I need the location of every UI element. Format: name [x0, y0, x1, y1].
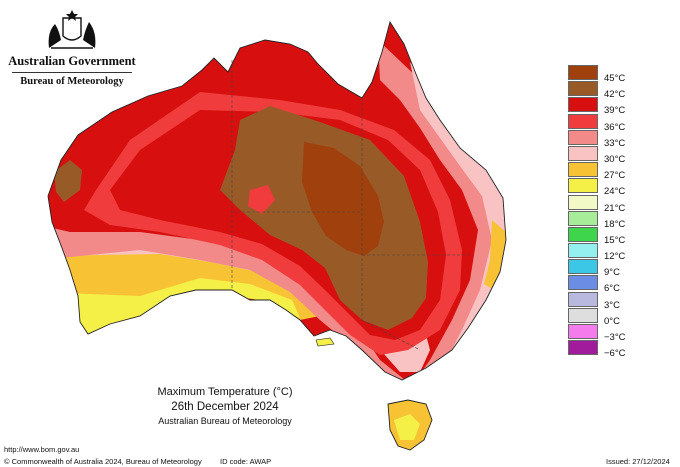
legend-swatch — [568, 178, 598, 194]
coat-of-arms-icon — [48, 10, 96, 49]
map-title: Maximum Temperature (°C) — [157, 386, 293, 398]
legend-swatch — [568, 81, 598, 97]
legend-label: 18°C — [604, 218, 626, 230]
legend-label: 15°C — [604, 234, 626, 246]
legend-label: 12°C — [604, 251, 626, 263]
legend-label: 36°C — [604, 121, 626, 133]
legend-label: 30°C — [604, 153, 626, 165]
map-title-block: Maximum Temperature (°C) 26th December 2… — [140, 386, 310, 426]
legend-label: 33°C — [604, 137, 626, 149]
map-date: 26th December 2024 — [171, 401, 279, 413]
legend-label: 0°C — [604, 315, 620, 327]
legend-swatch — [568, 210, 598, 226]
legend-swatch — [568, 65, 598, 80]
id-code: ID code: AWAP — [220, 457, 272, 466]
legend-label: 27°C — [604, 170, 626, 182]
legend-label: 45°C — [604, 73, 626, 84]
legend-swatch — [568, 194, 598, 210]
legend-label: 21°C — [604, 202, 626, 214]
government-branding: Australian Government Bureau of Meteorol… — [8, 8, 136, 87]
legend-swatch — [568, 129, 598, 145]
band-36-pocket — [248, 185, 275, 214]
state-borders — [231, 60, 470, 351]
legend-label: −6°C — [604, 348, 626, 360]
copyright-notice: © Commonwealth of Australia 2024, Bureau… — [4, 457, 202, 466]
kangaroo-island — [315, 337, 335, 347]
government-name: Australian Government — [8, 54, 136, 68]
legend-label: 39°C — [604, 105, 626, 117]
legend-swatch — [568, 226, 598, 242]
issued-date: Issued: 27/12/2024 — [606, 457, 670, 466]
legend-label: 24°C — [604, 186, 626, 198]
legend-label: 42°C — [604, 89, 626, 101]
tasmania-cool-zone — [394, 414, 420, 440]
band-42-pocket — [54, 160, 82, 202]
legend-label: 3°C — [604, 299, 620, 311]
legend-swatch — [568, 291, 598, 307]
legend-label: 6°C — [604, 283, 620, 295]
legend-swatch — [568, 324, 598, 339]
legend-swatch — [568, 97, 598, 113]
legend-swatch — [568, 275, 598, 291]
legend-swatch — [568, 259, 598, 275]
mainland-outline — [47, 20, 507, 381]
legend-label: −3°C — [604, 332, 626, 343]
legend-swatch — [568, 162, 598, 178]
legend-swatch — [568, 307, 598, 323]
bureau-name: Bureau of Meteorology — [20, 76, 124, 87]
legend-label: 9°C — [604, 267, 620, 279]
legend-swatch — [568, 113, 598, 129]
map-source: Australian Bureau of Meteorology — [158, 416, 292, 426]
legend-swatch — [568, 340, 598, 356]
legend-swatch — [568, 243, 598, 259]
branding-divider — [12, 72, 132, 73]
legend-swatch — [568, 145, 598, 161]
website-link[interactable]: http://www.bom.gov.au — [4, 445, 80, 454]
band-45 — [302, 142, 384, 256]
